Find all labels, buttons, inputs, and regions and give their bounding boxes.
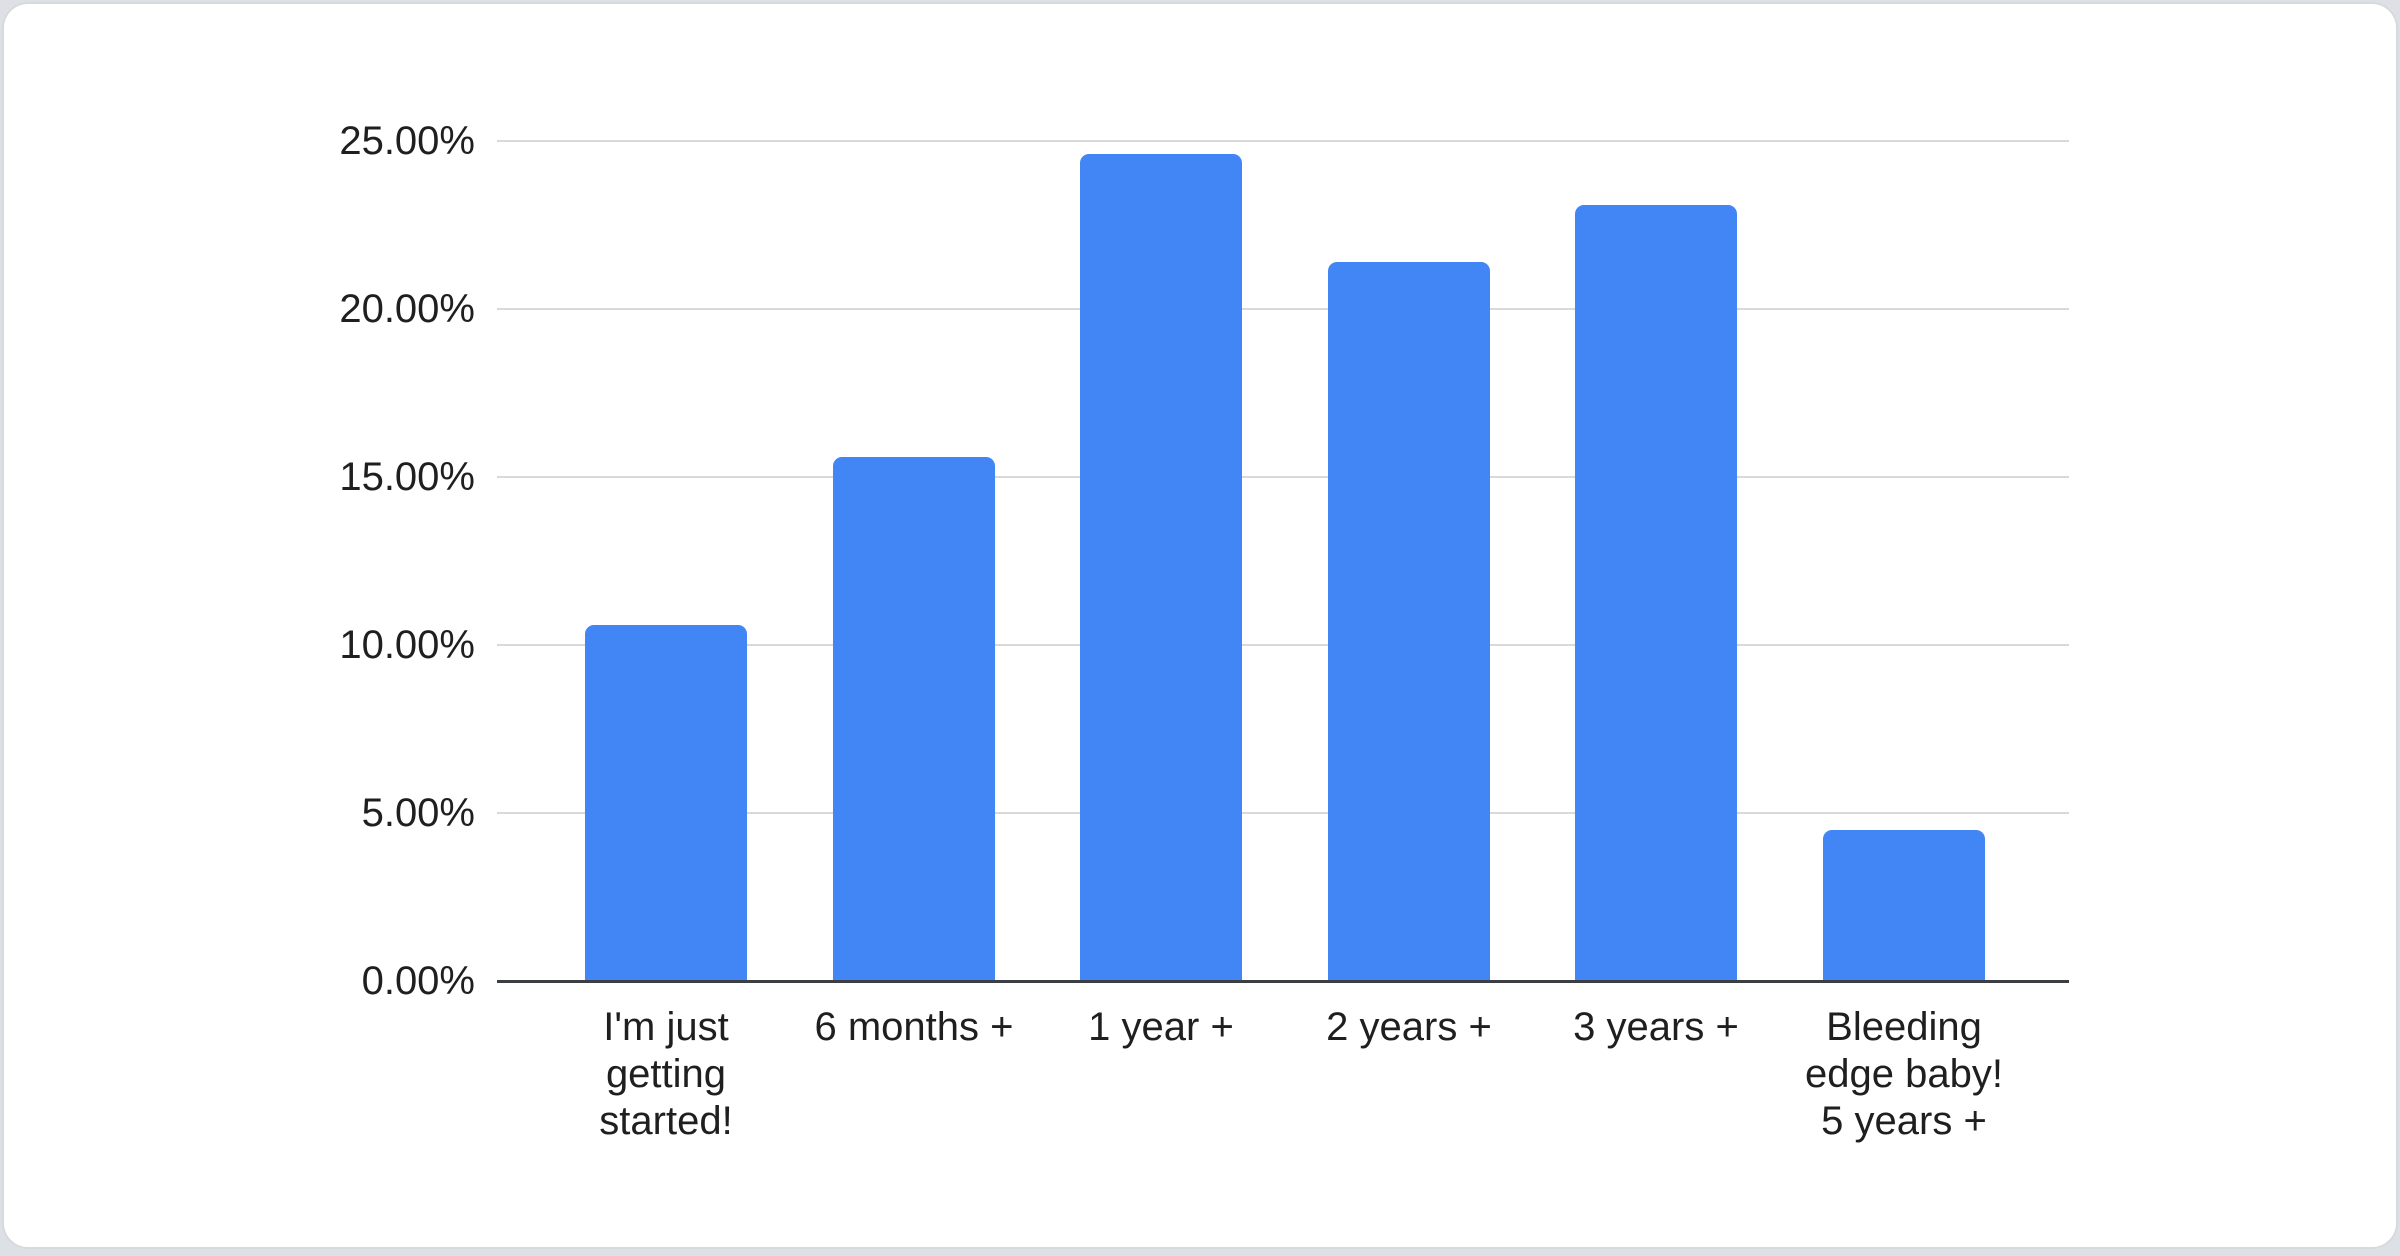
y-axis-tick-label: 15.00% xyxy=(339,455,475,499)
y-axis-tick-label: 10.00% xyxy=(339,623,475,667)
x-axis-category-label: I'm just getting started! xyxy=(542,1004,790,1145)
x-axis-category-label-line: 1 year + xyxy=(1088,1005,1234,1049)
x-axis-category-label: 2 years + xyxy=(1285,1004,1533,1051)
x-axis-category-label-line: 6 months + xyxy=(814,1005,1014,1049)
x-axis-category-label-line: 2 years + xyxy=(1326,1005,1492,1049)
x-axis-category-label-line: Bleeding xyxy=(1826,1005,1982,1049)
bar-6[interactable] xyxy=(1823,830,1985,981)
x-axis-category-label-line: 3 years + xyxy=(1573,1005,1739,1049)
y-axis-tick-label: 25.00% xyxy=(339,119,475,163)
bar-3[interactable] xyxy=(1080,154,1242,981)
x-axis-line xyxy=(497,980,2069,983)
x-axis-category-label: Bleeding edge baby! 5 years + xyxy=(1780,1004,2028,1145)
x-axis-category-label: 6 months + xyxy=(790,1004,1038,1051)
gridline xyxy=(497,476,2069,478)
bar-2[interactable] xyxy=(833,457,995,981)
gridline xyxy=(497,308,2069,310)
bar-5[interactable] xyxy=(1575,205,1737,981)
y-axis-tick-label: 5.00% xyxy=(361,791,475,835)
gridline xyxy=(497,140,2069,142)
gridline xyxy=(497,812,2069,814)
y-axis-tick-label: 20.00% xyxy=(339,287,475,331)
gridline xyxy=(497,644,2069,646)
x-axis-category-label-line: getting xyxy=(605,1052,727,1096)
y-axis-tick-label: 0.00% xyxy=(361,959,475,1003)
bar-chart: 0.00% 5.00% 10.00% 15.00% 20.00% 25.00% I'm ju… xyxy=(4,4,2396,1247)
bar-1[interactable] xyxy=(585,625,747,981)
x-axis-category-label-line: started! xyxy=(599,1099,733,1143)
x-axis-category-label-line: 5 years + xyxy=(1821,1099,1987,1143)
bar-4[interactable] xyxy=(1328,262,1490,981)
x-axis-category-label-line: edge baby! xyxy=(1805,1052,2003,1096)
x-axis-category-label: 1 year + xyxy=(1037,1004,1285,1051)
x-axis-category-label: 3 years + xyxy=(1532,1004,1780,1051)
x-axis-category-label-line: I'm just xyxy=(603,1005,729,1049)
